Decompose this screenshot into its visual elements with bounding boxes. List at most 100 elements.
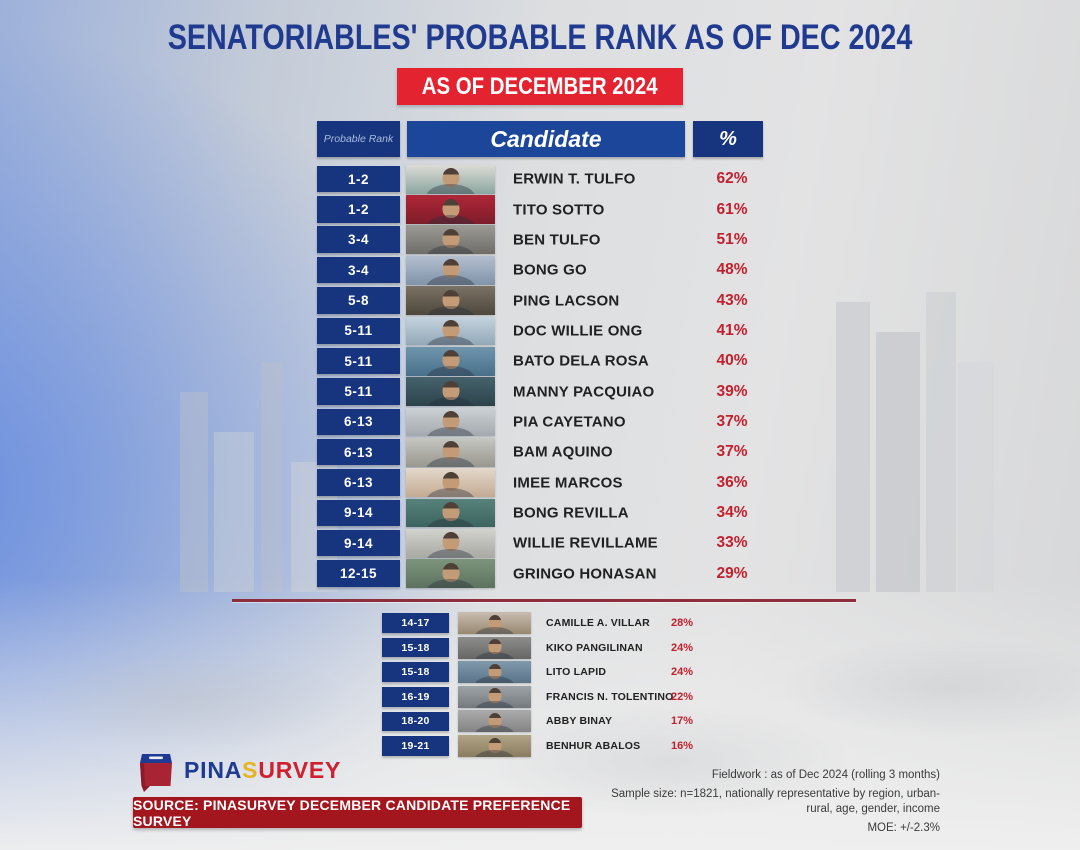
photo-head-silhouette <box>488 663 501 679</box>
date-banner-text: AS OF DECEMBER 2024 <box>422 72 658 100</box>
rank-range: 3-4 <box>347 262 369 278</box>
rank-range: 9-14 <box>343 535 374 551</box>
building-silhouette <box>836 302 870 592</box>
rank-cell: 3-4 <box>317 256 400 284</box>
percent-value: 36% <box>716 473 748 491</box>
moe-note: MOE: +/-2.3% <box>867 821 940 834</box>
col-header-percent-text: % <box>719 127 737 150</box>
photo-torso-silhouette <box>425 487 476 498</box>
rank-cell: 6-13 <box>317 469 400 496</box>
table-row: 3-4 BEN TULFO 51% <box>317 225 763 255</box>
pinasurvey-wordmark: PINASURVEY <box>184 757 341 784</box>
date-banner: AS OF DECEMBER 2024 <box>397 68 683 105</box>
candidate-photo <box>406 559 495 589</box>
percent-value: 61% <box>716 200 748 218</box>
logo-part-yellow: S <box>242 756 259 783</box>
table-row: 5-11 MANNY PACQUIAO 39% <box>317 376 763 406</box>
percent-value: 41% <box>716 321 748 339</box>
photo-torso-silhouette <box>425 305 476 315</box>
col-header-candidate: Candidate <box>407 121 685 157</box>
col-header-percent: % <box>693 121 763 157</box>
photo-head-silhouette <box>442 350 459 370</box>
candidate-photo <box>406 468 495 498</box>
table-row: 1-2 TITO SOTTO 61% <box>317 194 763 224</box>
photo-head-silhouette <box>488 737 501 753</box>
candidate-name: WILLIE REVILLAME <box>513 534 658 552</box>
photo-torso-silhouette <box>425 366 476 376</box>
photo-torso-silhouette <box>425 184 476 194</box>
photo-torso-silhouette <box>425 214 476 224</box>
table-row: 5-8 PING LACSON 43% <box>317 285 763 315</box>
table-row: 6-13 BAM AQUINO 37% <box>317 437 763 467</box>
col-header-candidate-text: Candidate <box>490 125 602 152</box>
table-row: 9-14 WILLIE REVILLAME 33% <box>317 528 763 558</box>
photo-torso-silhouette <box>425 336 476 346</box>
candidate-name: BONG REVILLA <box>513 504 629 522</box>
rank-range: 15-18 <box>401 666 430 679</box>
table-row: 3-4 BONG GO 48% <box>317 255 763 285</box>
col-header-probable-rank: Probable Rank <box>317 121 400 157</box>
rank-range: 5-11 <box>344 353 373 369</box>
source-banner: SOURCE: PINASURVEY DECEMBER CANDIDATE PR… <box>133 796 582 829</box>
rank-cell: 15-18 <box>382 662 449 682</box>
photo-head-silhouette <box>442 319 459 339</box>
photo-torso-silhouette <box>425 518 476 528</box>
rank-cell: 5-8 <box>317 287 400 314</box>
photo-head-silhouette <box>442 198 459 218</box>
percent-value: 37% <box>716 443 748 461</box>
rank-range: 5-11 <box>344 323 373 339</box>
photo-torso-silhouette <box>474 725 515 733</box>
rank-range: 6-13 <box>343 444 374 460</box>
photo-head-silhouette <box>442 380 459 400</box>
rank-cell: 12-15 <box>317 560 400 587</box>
logo-part-red: URVEY <box>258 756 342 783</box>
rank-range: 18-20 <box>401 715 430 728</box>
candidate-photo <box>458 685 531 708</box>
candidate-name: ABBY BINAY <box>546 715 613 728</box>
table-row: 18-20 ABBY BINAY 17% <box>382 709 702 734</box>
table-row: 15-18 LITO LAPID 24% <box>382 660 702 685</box>
rank-range: 15-18 <box>401 641 430 654</box>
rank-range: 19-21 <box>401 739 430 752</box>
rank-cell: 3-4 <box>317 226 400 253</box>
footnotes: Fieldwork : as of Dec 2024 (rolling 3 mo… <box>600 768 940 836</box>
percent-value: 17% <box>670 715 694 728</box>
candidate-photo <box>406 255 495 285</box>
rank-cell: 18-20 <box>382 711 449 732</box>
building-silhouette <box>180 392 208 592</box>
percent-value: 16% <box>670 740 694 752</box>
photo-torso-silhouette <box>474 700 515 708</box>
rank-range: 6-13 <box>343 414 374 430</box>
candidate-photo <box>458 710 531 733</box>
rank-range: 9-14 <box>343 505 374 521</box>
table-row: 14-17 CAMILLE A. VILLAR 28% <box>382 611 702 636</box>
page-title: SENATORIABLES' PROBABLE RANK AS OF DEC 2… <box>0 18 1080 58</box>
rank-range: 16-19 <box>401 690 430 703</box>
table-row: 5-11 BATO DELA ROSA 40% <box>317 346 763 376</box>
photo-head-silhouette <box>442 411 459 430</box>
photo-torso-silhouette <box>425 548 476 558</box>
rank-cell: 5-11 <box>317 317 400 345</box>
photo-head-silhouette <box>442 168 459 188</box>
photo-head-silhouette <box>442 532 459 552</box>
photo-head-silhouette <box>488 713 501 728</box>
candidate-name: GRINGO HONASAN <box>513 565 657 583</box>
rank-cell: 9-14 <box>317 529 400 557</box>
rank-range: 1-2 <box>347 201 369 217</box>
photo-head-silhouette <box>442 289 459 309</box>
rank-cell: 16-19 <box>382 687 449 707</box>
table-row: 9-14 BONG REVILLA 34% <box>317 498 763 528</box>
percent-value: 22% <box>670 690 694 703</box>
table-row: 19-21 BENHUR ABALOS 16% <box>382 734 702 759</box>
fieldwork-note: Fieldwork : as of Dec 2024 (rolling 3 mo… <box>711 769 940 781</box>
candidate-photo <box>458 636 531 659</box>
main-rank-table: 1-2 ERWIN T. TULFO 62% 1-2 TITO SOTTO 61… <box>317 164 763 589</box>
logo-part-blue: PINA <box>184 756 243 783</box>
source-banner-text: SOURCE: PINASURVEY DECEMBER CANDIDATE PR… <box>133 796 571 829</box>
candidate-photo <box>406 377 495 406</box>
rank-range: 5-8 <box>347 292 369 308</box>
percent-value: 28% <box>670 617 694 630</box>
candidate-name: FRANCIS N. TOLENTINO <box>546 690 674 703</box>
building-silhouette <box>214 432 254 592</box>
photo-torso-silhouette <box>425 396 476 406</box>
